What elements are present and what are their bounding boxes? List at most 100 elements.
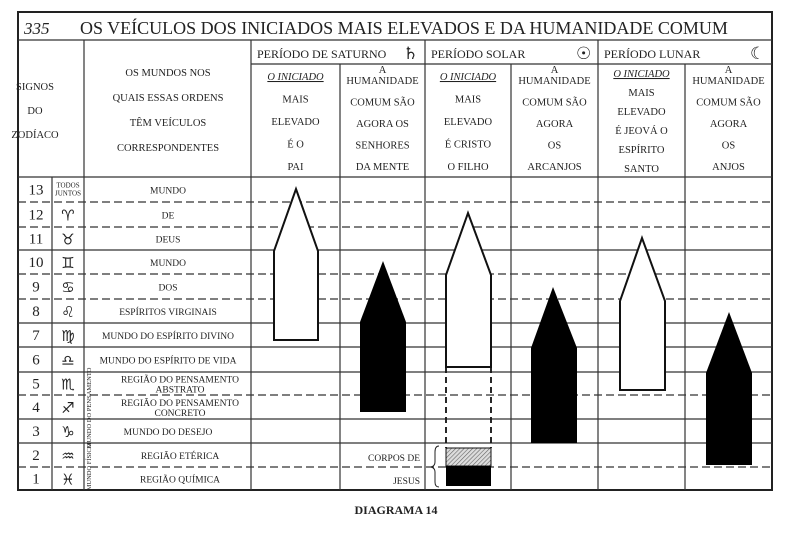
zodiac-sign-icon: ♈ (61, 207, 74, 225)
column-headers: SIGNOS DO ZODÍACO OS MUNDOS NOS QUAIS ESSAS … (11, 44, 765, 175)
zodiac-sign-icon: ♋ (61, 279, 74, 297)
world-name: MUNDO DO ESPÍRITO DE VIDA (100, 355, 237, 367)
humanity-header: ANJOS (712, 162, 745, 173)
zodiac-sign-icon: ♑ (61, 423, 74, 441)
initiate-header: O FILHO (447, 162, 489, 173)
row-number: 4 (32, 400, 40, 416)
humanity-header: DA MENTE (356, 162, 409, 173)
row-number: 7 (32, 328, 40, 344)
world-name: CONCRETO (154, 409, 205, 419)
world-name: MUNDO (150, 187, 186, 197)
saturn-icon: ♄ (403, 44, 418, 64)
initiate-header: ELEVADO (271, 117, 320, 128)
diagram-caption: DIAGRAMA 14 (355, 503, 438, 517)
lunar-initiate-vehicle (619, 235, 666, 391)
table-row: 9 ♋ DOS (32, 279, 177, 297)
zodiac-sign-icon: ♍ (61, 327, 74, 345)
brace-icon (430, 445, 440, 488)
zodiac-sign-icon: ♓ (61, 471, 74, 489)
world-name: ABSTRATO (156, 386, 205, 396)
saturn-initiate-vehicle (273, 186, 319, 341)
humanity-header: COMUM SÃO (350, 97, 415, 109)
initiate-header: O INICIADO (613, 69, 670, 80)
world-name: ESPÍRITOS VIRGINAIS (119, 306, 217, 318)
table-row: 7 ♍ MUNDO DO ESPÍRITO DIVINO (32, 327, 234, 345)
sign-all-together: TODOS (56, 182, 79, 190)
sun-icon: ☉ (576, 44, 591, 64)
humanity-header: AGORA (536, 119, 574, 130)
worlds-header: OS MUNDOS NOS (125, 68, 210, 79)
humanity-header: OS (722, 141, 736, 152)
dense-body-solid (446, 466, 491, 486)
jesus-label-1: CORPOS DE (368, 454, 420, 464)
initiate-header: MAIS (628, 88, 654, 99)
initiate-header: MAIS (282, 95, 308, 106)
humanity-header: HUMANIDADE (692, 76, 764, 87)
table-row: 12 ♈ DE (29, 207, 175, 225)
zodiac-sign-icon: ♏ (61, 376, 75, 394)
zodiac-sign-icon: ♉ (61, 231, 74, 249)
initiate-header: MAIS (455, 95, 481, 106)
initiate-header: PAI (288, 162, 304, 173)
row-number: 10 (29, 255, 44, 271)
table-row: 8 ♌ ESPÍRITOS VIRGINAIS (32, 303, 217, 321)
handwritten-page-number: 335 (23, 19, 50, 38)
world-name: DEUS (156, 236, 181, 246)
solar-humanity-vehicle (531, 287, 577, 443)
row-number: 2 (32, 448, 40, 464)
humanity-header: HUMANIDADE (346, 76, 418, 87)
worlds-header: QUAIS ESSAS ORDENS (113, 93, 224, 104)
solar-initiate-vehicle (445, 210, 492, 368)
humanity-header: AGORA OS (356, 119, 409, 130)
world-name: REGIÃO DO PENSAMENTO (121, 397, 239, 409)
period-label: PERÍODO DE SATURNO (257, 47, 387, 61)
table-row: 10 ♊ MUNDO (29, 254, 187, 272)
world-name: DE (162, 212, 175, 222)
initiate-header: É JEOVÁ O (615, 125, 668, 137)
table-row: 6 ♎ MUNDO DO ESPÍRITO DE VIDA (32, 352, 236, 370)
row-number: 12 (29, 208, 44, 224)
world-name: MUNDO DO ESPÍRITO DIVINO (102, 330, 234, 342)
row-number: 9 (32, 280, 40, 296)
table-row: 2 ♒ REGIÃO ETÉRICA (32, 447, 219, 465)
world-name: DOS (158, 284, 177, 294)
row-number: 13 (29, 183, 44, 199)
initiate-header: É CRISTO (445, 139, 492, 151)
initiate-header: SANTO (624, 164, 659, 175)
initiate-header: O INICIADO (440, 72, 497, 83)
humanity-header: ARCANJOS (527, 162, 581, 173)
initiate-header: ELEVADO (444, 117, 493, 128)
worlds-header: CORRESPONDENTES (117, 143, 219, 154)
humanity-header: A (379, 65, 387, 76)
world-name: MUNDO (150, 259, 186, 269)
humanity-header: SENHORES (355, 141, 409, 152)
world-name: REGIÃO DO PENSAMENTO (121, 374, 239, 386)
solar-initiate-dashed-extension (445, 367, 492, 448)
period-label: PERÍODO LUNAR (604, 47, 700, 61)
period-label: PERÍODO SOLAR (431, 47, 525, 61)
zodiac-sign-icon: ♌ (61, 303, 74, 321)
row-number: 6 (32, 353, 40, 369)
signs-header: DO (27, 106, 43, 117)
humanity-header: A (551, 65, 559, 76)
signs-header: ZODÍACO (11, 129, 59, 141)
initiate-header: ESPÍRITO (619, 144, 665, 156)
humanity-header: HUMANIDADE (518, 76, 590, 87)
humanity-header: A (725, 65, 733, 76)
humanity-header: OS (548, 141, 562, 152)
table-row: 3 ♑ MUNDO DO DESEJO (32, 423, 212, 441)
table-row: 1 ♓ REGIÃO QUÍMICA (32, 471, 220, 489)
signs-header: SIGNOS (16, 82, 54, 93)
row-number: 11 (29, 232, 43, 248)
humanity-header: AGORA (710, 119, 748, 130)
world-name: REGIÃO ETÉRICA (141, 450, 220, 462)
row-number: 8 (32, 304, 40, 320)
zodiac-sign-icon: ♒ (61, 447, 74, 465)
row-number: 5 (32, 377, 40, 393)
humanity-header: COMUM SÃO (522, 97, 587, 109)
